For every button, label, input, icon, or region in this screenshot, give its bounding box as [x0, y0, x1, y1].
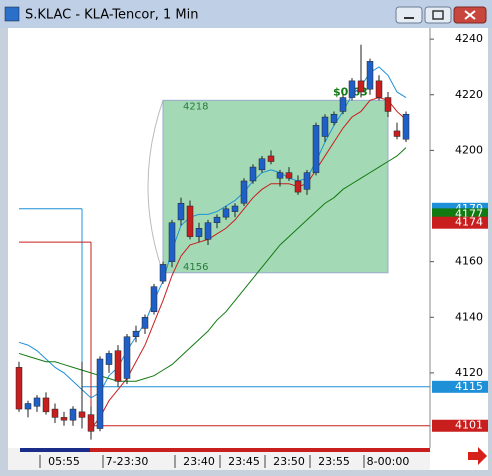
- candle-body: [141, 317, 149, 329]
- candle-body: [105, 353, 113, 365]
- candle-body: [87, 414, 95, 432]
- x-tick-label: 23:55: [318, 455, 350, 468]
- candle-body: [393, 130, 401, 137]
- candle-body: [24, 403, 32, 410]
- candle-body: [15, 367, 23, 410]
- candle-body: [150, 286, 158, 312]
- x-tick-label: 7-23:30: [106, 455, 149, 468]
- candle-body: [339, 97, 347, 112]
- candle-body: [168, 222, 176, 262]
- candle-body: [267, 155, 275, 162]
- x-tick-label: 23:40: [183, 455, 215, 468]
- price-tag-label: 4115: [455, 380, 483, 393]
- candle-body: [78, 411, 86, 418]
- candle-body: [276, 172, 284, 179]
- candle-body: [357, 80, 365, 93]
- candle-body: [294, 180, 302, 193]
- candle-body: [240, 180, 248, 204]
- y-tick-label: 4200: [455, 143, 483, 156]
- y-tick-label: 4220: [455, 88, 483, 101]
- candle-body: [159, 264, 167, 282]
- candle-body: [51, 408, 59, 418]
- y-tick-label: 4140: [455, 310, 483, 323]
- candle-body: [114, 350, 122, 382]
- candle-body: [348, 80, 356, 98]
- box-bottom-label: 4156: [183, 262, 208, 273]
- price-tag-label: 4101: [455, 419, 483, 432]
- candle-body: [213, 216, 221, 223]
- candle-body: [258, 158, 266, 171]
- time-axis-bar: [8, 448, 430, 470]
- candle-body: [375, 80, 383, 98]
- candle-body: [249, 166, 257, 182]
- candle-body: [96, 358, 104, 429]
- candle-body: [186, 205, 194, 237]
- candle-body: [303, 172, 311, 190]
- box-top-label: 4218: [183, 101, 208, 112]
- candle-body: [321, 116, 329, 137]
- window-title: S.KLAC - KLA-Tencor, 1 Min: [25, 8, 198, 23]
- range-box: [162, 99, 389, 274]
- session-strip-prior: [20, 448, 90, 452]
- moving-average: [18, 147, 407, 382]
- candle-body: [42, 397, 50, 413]
- maximize-button[interactable]: [424, 6, 452, 24]
- candle-body: [312, 125, 320, 173]
- candle-body: [285, 172, 293, 179]
- candle-body: [132, 330, 140, 337]
- moving-average: [18, 66, 407, 399]
- x-tick-label: 23:45: [228, 455, 260, 468]
- box-arc: [147, 100, 164, 273]
- moving-average: [90, 97, 407, 429]
- price-tag: [432, 380, 488, 393]
- candle-body: [384, 97, 392, 112]
- candle-body: [195, 228, 203, 237]
- candle-body: [69, 408, 77, 421]
- candle-body: [33, 397, 41, 407]
- candle-body: [60, 417, 68, 421]
- price-tag: [432, 419, 488, 432]
- x-tick-label: 8-00:00: [367, 455, 410, 468]
- session-strip: [20, 448, 430, 452]
- candle-body: [330, 113, 338, 123]
- candle-body: [204, 222, 212, 240]
- candle-body: [123, 336, 131, 379]
- price-tag-label: 4174: [455, 216, 483, 229]
- y-tick-label: 4240: [455, 32, 483, 45]
- scroll-arrow[interactable]: [468, 447, 487, 465]
- candle-body: [177, 202, 185, 221]
- close-icon: [464, 10, 476, 20]
- x-tick-label: 23:50: [273, 455, 305, 468]
- app-icon: [4, 6, 20, 22]
- y-tick-label: 4120: [455, 366, 483, 379]
- candle-body: [366, 61, 374, 90]
- candle-body: [222, 208, 230, 218]
- candle-body: [402, 113, 410, 140]
- y-tick-label: 4160: [455, 255, 483, 268]
- candle-body: [231, 205, 239, 212]
- price-tag: [432, 216, 488, 229]
- maximize-icon: [432, 10, 444, 20]
- x-tick-label: 05:55: [48, 455, 80, 468]
- minimize-button[interactable]: [395, 6, 423, 24]
